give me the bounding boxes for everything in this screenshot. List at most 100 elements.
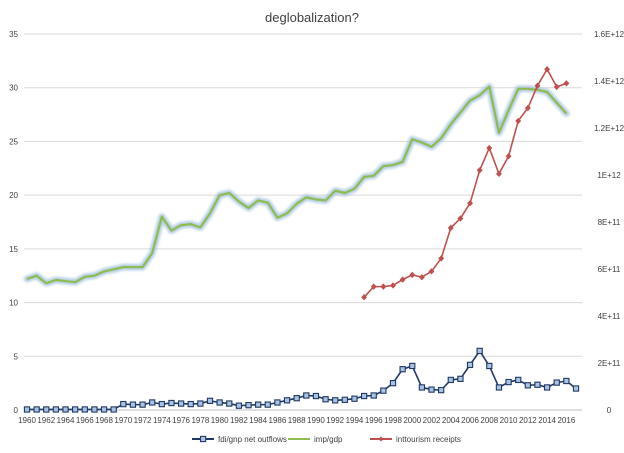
- data-point-fdi-gnp-net-outflows: [524, 382, 531, 389]
- data-point-fdi-gnp-net-outflows: [62, 406, 69, 413]
- data-point-inttourism-receipts: [486, 144, 493, 152]
- data-point-inttourism-receipts: [553, 83, 560, 91]
- legend-label-imp-gdp: imp/gdp: [314, 435, 343, 444]
- series-line-fdi-gnp-net-outflows: [27, 350, 577, 411]
- data-point-fdi-gnp-net-outflows: [505, 378, 512, 386]
- data-point-fdi-gnp-net-outflows: [312, 392, 320, 400]
- data-point-fdi-gnp-net-outflows: [255, 401, 262, 408]
- data-point-fdi-gnp-net-outflows: [389, 379, 397, 387]
- data-point-fdi-gnp-net-outflows: [72, 406, 79, 413]
- y-tick-label: 35: [9, 30, 18, 39]
- data-point-fdi-gnp-net-outflows: [91, 406, 98, 413]
- legend-marker-fdi-gnp-net-outflows: [199, 435, 207, 443]
- data-point-inttourism-receipts: [524, 104, 531, 112]
- legend: fdi/gnp net outflows imp/gdp inttourism re…: [192, 435, 461, 444]
- data-point-fdi-gnp-net-outflows: [360, 392, 368, 400]
- data-point-fdi-gnp-net-outflows: [457, 375, 464, 382]
- legend-label-fdi-gnp-net-outflows: fdi/gnp net outflows: [218, 435, 287, 444]
- x-tick-label: 2016: [557, 416, 575, 425]
- data-point-fdi-gnp-net-outflows: [100, 406, 108, 413]
- y-tick-label: 5: [14, 352, 19, 361]
- data-point-fdi-gnp-net-outflows: [322, 396, 329, 403]
- x-tick-label: 2000: [403, 416, 421, 425]
- series-line-imp-gdp: [26, 85, 568, 285]
- x-tick-label: 1994: [346, 416, 364, 425]
- x-tick-label: 2002: [423, 416, 441, 425]
- data-point-inttourism-receipts: [544, 66, 551, 73]
- data-point-fdi-gnp-net-outflows: [428, 386, 435, 393]
- x-tick-label: 2008: [480, 416, 498, 425]
- x-tick-label: 1960: [18, 416, 36, 425]
- y-tick-label: 0: [14, 406, 19, 415]
- y2-tick-label: 1.2E+12: [594, 124, 624, 133]
- data-point-fdi-gnp-net-outflows: [81, 406, 88, 413]
- x-tick-label: 2006: [461, 416, 479, 425]
- data-point-inttourism-receipts: [418, 274, 425, 281]
- data-point-fdi-gnp-net-outflows: [120, 400, 127, 408]
- data-point-inttourism-receipts: [380, 283, 387, 290]
- y-tick-label: 25: [9, 137, 18, 146]
- x-tick-label: 1990: [307, 416, 325, 425]
- y-tick-label: 10: [9, 299, 18, 308]
- data-point-inttourism-receipts: [428, 268, 435, 275]
- data-point-fdi-gnp-net-outflows: [206, 397, 214, 405]
- x-tick-label: 1976: [172, 416, 190, 425]
- y-tick-label: 15: [9, 245, 18, 254]
- series-layer: [23, 66, 580, 413]
- data-point-fdi-gnp-net-outflows: [380, 387, 387, 394]
- data-point-fdi-gnp-net-outflows: [197, 400, 204, 407]
- data-point-fdi-gnp-net-outflows: [332, 397, 339, 404]
- data-point-fdi-gnp-net-outflows: [177, 400, 185, 407]
- data-point-fdi-gnp-net-outflows: [158, 400, 165, 408]
- data-point-fdi-gnp-net-outflows: [476, 347, 483, 355]
- x-tick-label: 2010: [500, 416, 518, 425]
- data-point-fdi-gnp-net-outflows: [274, 399, 281, 406]
- chart-title: deglobalization?: [265, 10, 359, 25]
- data-point-inttourism-receipts: [534, 82, 541, 89]
- data-point-inttourism-receipts: [399, 276, 406, 283]
- data-point-fdi-gnp-net-outflows: [23, 406, 31, 413]
- x-tick-label: 1984: [249, 416, 267, 425]
- x-tick-label: 1962: [37, 416, 55, 425]
- x-tick-label: 1992: [326, 416, 344, 425]
- y2-tick-label: 0: [607, 406, 612, 415]
- data-point-inttourism-receipts: [505, 153, 512, 160]
- data-point-fdi-gnp-net-outflows: [293, 395, 300, 402]
- x-tick-label: 1980: [211, 416, 229, 425]
- y-tick-label: 20: [9, 191, 18, 200]
- series-glow-imp-gdp: [23, 83, 570, 287]
- data-point-fdi-gnp-net-outflows: [33, 406, 40, 413]
- x-tick-label: 1966: [76, 416, 94, 425]
- data-point-fdi-gnp-net-outflows: [418, 384, 426, 391]
- data-point-inttourism-receipts: [438, 255, 445, 262]
- data-point-inttourism-receipts: [390, 282, 396, 289]
- y2-tick-label: 4E+11: [598, 312, 621, 321]
- data-point-fdi-gnp-net-outflows: [245, 402, 252, 409]
- data-point-fdi-gnp-net-outflows: [43, 406, 50, 413]
- data-point-inttourism-receipts: [496, 170, 502, 178]
- x-tick-label: 2004: [442, 416, 460, 425]
- data-point-fdi-gnp-net-outflows: [168, 399, 175, 407]
- data-point-fdi-gnp-net-outflows: [563, 377, 570, 385]
- data-point-fdi-gnp-net-outflows: [149, 399, 156, 406]
- data-point-fdi-gnp-net-outflows: [235, 402, 243, 409]
- data-point-inttourism-receipts: [457, 215, 464, 222]
- y2-tick-label: 1.4E+12: [594, 77, 624, 86]
- series-line-inttourism-receipts: [363, 68, 567, 298]
- data-point-fdi-gnp-net-outflows: [341, 396, 348, 403]
- legend-label-inttourism-receipts: inttourism receipts: [396, 435, 461, 444]
- data-point-fdi-gnp-net-outflows: [534, 381, 541, 388]
- data-point-fdi-gnp-net-outflows: [351, 395, 358, 402]
- x-tick-label: 1998: [384, 416, 402, 425]
- x-tick-label: 1978: [191, 416, 209, 425]
- x-tick-label: 1986: [269, 416, 287, 425]
- data-point-fdi-gnp-net-outflows: [303, 392, 310, 399]
- data-point-inttourism-receipts: [409, 271, 416, 279]
- axes: 0 5 10 15 20 25 30 35 0 2E+11 4E+11 6E+11 8E+11 1E+12…: [9, 30, 624, 425]
- data-point-fdi-gnp-net-outflows: [129, 401, 137, 408]
- x-tick-label: 1996: [365, 416, 383, 425]
- gridlines: [24, 33, 582, 357]
- data-point-inttourism-receipts: [467, 200, 473, 207]
- data-point-fdi-gnp-net-outflows: [264, 401, 271, 408]
